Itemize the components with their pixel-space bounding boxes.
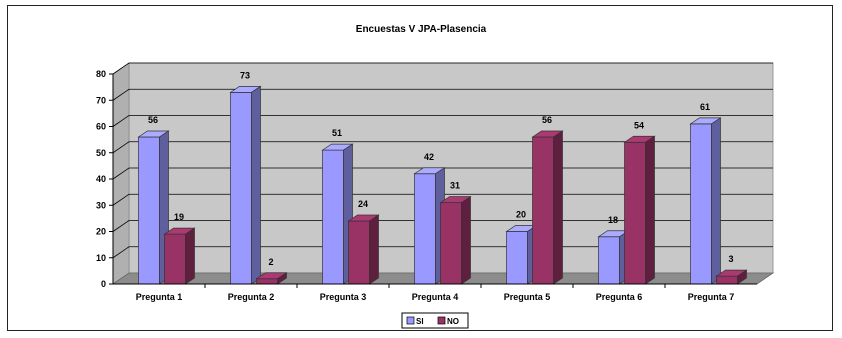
bar-front	[440, 202, 462, 285]
data-label: 61	[700, 102, 710, 112]
bar-side	[645, 135, 655, 285]
bar-side	[277, 272, 287, 285]
x-tick-label: Pregunta 6	[596, 292, 643, 302]
y-tick-label: 80	[96, 69, 106, 79]
data-label: 2	[268, 257, 273, 267]
data-labels: 56 19 73 2 51 24 42 31 20 56 18 54 61 3	[148, 70, 734, 266]
y-tick-label: 0	[101, 279, 106, 289]
bar-side	[369, 214, 379, 285]
legend-label: NO	[447, 317, 459, 326]
data-label: 18	[608, 215, 618, 225]
y-tick-label: 30	[96, 200, 106, 210]
legend: SI NO	[401, 312, 469, 329]
bar-front	[138, 136, 160, 285]
bar-side	[185, 227, 195, 285]
data-label: 24	[358, 199, 368, 209]
x-axis-ticks: Pregunta 1 Pregunta 2 Pregunta 3 Pregunta 4…	[113, 283, 757, 302]
y-axis-ticks: 0 10 20 30 40 50 60 70 80	[96, 69, 114, 289]
chart-title: Encuestas V JPA-Plasencia	[356, 24, 487, 35]
data-label: 51	[332, 128, 342, 138]
bar-side	[251, 85, 261, 285]
y-tick-label: 10	[96, 253, 106, 263]
bar-side	[711, 117, 721, 285]
data-label: 54	[634, 120, 644, 130]
data-label: 42	[424, 152, 434, 162]
bar-front	[414, 173, 436, 285]
y-tick-label: 20	[96, 227, 106, 237]
y-tick-label: 40	[96, 174, 106, 184]
legend-swatch	[406, 316, 415, 325]
data-label: 3	[728, 254, 733, 264]
gridline-side	[112, 193, 130, 206]
bar-front	[256, 278, 278, 285]
bar-front	[532, 136, 554, 285]
bar-front	[348, 220, 370, 285]
bar-side	[553, 130, 563, 285]
x-tick-label: Pregunta 5	[504, 292, 551, 302]
bar-front	[230, 92, 252, 285]
bars	[137, 85, 748, 285]
bar-front	[506, 231, 528, 285]
x-tick-label: Pregunta 2	[228, 292, 275, 302]
gridline-side	[112, 141, 130, 154]
data-label: 31	[450, 181, 460, 191]
gridline-side	[112, 220, 130, 232]
y-tick-label: 60	[96, 122, 106, 132]
bar-front	[716, 275, 738, 285]
bar-front	[624, 141, 646, 285]
bar-side	[737, 269, 747, 285]
bar-side	[461, 195, 471, 285]
x-tick-label: Pregunta 1	[136, 292, 183, 302]
bar-front	[164, 233, 186, 285]
x-tick-label: Pregunta 4	[412, 292, 459, 302]
x-tick-label: Pregunta 7	[688, 292, 735, 302]
gridline-side	[112, 246, 130, 259]
y-tick-label: 70	[96, 95, 106, 105]
bar-front	[322, 149, 344, 285]
legend-box	[401, 312, 469, 329]
legend-swatch	[437, 316, 446, 325]
gridline-side	[112, 115, 130, 127]
gridline-side	[112, 62, 130, 75]
data-label: 19	[174, 212, 184, 222]
gridline-side	[112, 167, 130, 180]
legend-label: SI	[416, 317, 424, 326]
y-tick-label: 50	[96, 148, 106, 158]
data-label: 56	[148, 115, 158, 125]
data-label: 73	[240, 70, 250, 80]
gridline-side	[112, 88, 130, 101]
bar-front	[690, 123, 712, 285]
data-label: 56	[542, 115, 552, 125]
bar-front	[598, 236, 620, 285]
data-label: 20	[516, 210, 526, 220]
x-tick-label: Pregunta 3	[320, 292, 367, 302]
